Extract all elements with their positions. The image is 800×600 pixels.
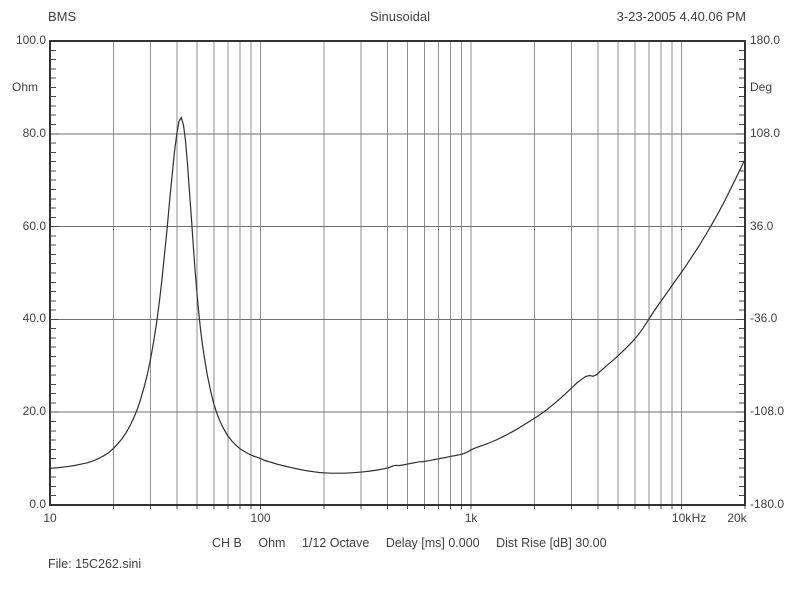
channel-label: CH B <box>212 536 242 550</box>
dist-rise-label: Dist Rise [dB] 30.00 <box>496 536 607 550</box>
measure-unit-label: Ohm <box>258 536 286 550</box>
y-left-axis-unit-label: Ohm <box>12 80 39 94</box>
y-right-axis-unit-label: Deg <box>750 80 773 94</box>
y-right-tick-label: 180.0 <box>750 33 781 47</box>
x-tick-label: 10 <box>43 511 57 525</box>
impedance-curve <box>49 116 746 474</box>
measurement-type-title: Sinusoidal <box>370 9 430 24</box>
y-left-tick-label: 0.0 <box>29 497 46 511</box>
status-line: CH B Ohm 1/12 Octave Delay [ms] 0.000 Di… <box>212 536 607 550</box>
x-tick-label: 10k <box>671 511 692 525</box>
x-axis-unit-label: Hz <box>691 511 707 525</box>
y-right-tick-label: 108.0 <box>750 125 781 140</box>
y-left-tick-label: 100.0 <box>15 33 46 47</box>
y-right-tick-label: -180.0 <box>750 497 785 511</box>
file-name-label: File: 15C262.sini <box>48 557 142 571</box>
y-right-tick-label: -36.0 <box>750 311 778 326</box>
x-tick-label: 20k <box>727 511 747 525</box>
timestamp-label: 3-23-2005 4.40.06 PM <box>616 9 746 24</box>
y-left-tick-label: 20.0 <box>22 404 46 419</box>
x-tick-label: 100 <box>250 511 271 525</box>
smoothing-label: 1/12 Octave <box>301 536 370 550</box>
delay-label: Delay [ms] 0.000 <box>385 536 480 550</box>
vendor-label: BMS <box>48 9 77 24</box>
y-right-tick-label: -108.0 <box>750 404 785 419</box>
y-left-tick-label: 40.0 <box>22 311 46 326</box>
plot-frame <box>49 40 746 506</box>
y-left-tick-label: 60.0 <box>22 218 46 233</box>
y-right-tick-label: 36.0 <box>750 218 774 233</box>
y-left-tick-label: 80.0 <box>22 125 46 140</box>
x-tick-label: 1k <box>464 511 478 525</box>
